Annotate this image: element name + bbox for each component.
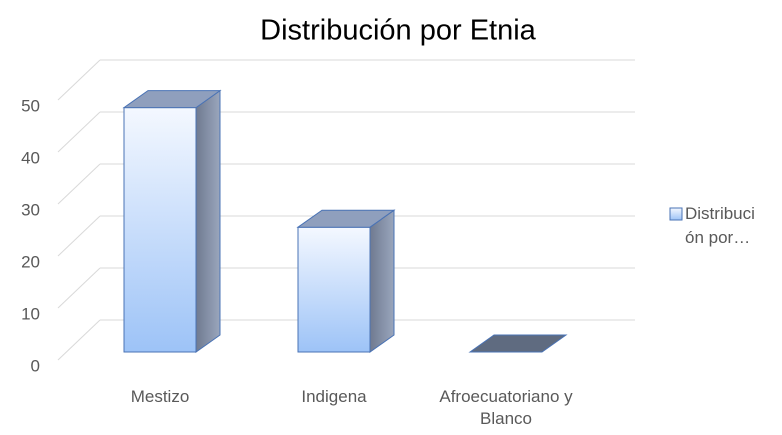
bar-top — [468, 334, 568, 353]
y-tick-label: 50 — [21, 96, 40, 115]
bar-top — [296, 209, 396, 228]
y-tick-label: 40 — [21, 148, 40, 167]
bar-side — [195, 89, 221, 353]
grid-line — [57, 111, 101, 153]
grid-line — [57, 163, 101, 205]
bar-front — [297, 226, 371, 353]
grid-line — [57, 319, 101, 361]
legend-label: Distribución por… — [685, 204, 755, 247]
y-tick-label: 10 — [21, 304, 40, 323]
bar-side — [369, 209, 395, 353]
chart-title: Distribución por Etnia — [260, 15, 536, 47]
y-tick-label: 30 — [21, 200, 40, 219]
bar-top — [122, 90, 222, 109]
y-tick-label: 20 — [21, 252, 40, 271]
x-tick-label: Afroecuatoriano y Blanco — [439, 387, 573, 428]
bar-front — [123, 107, 197, 353]
bar — [296, 209, 396, 353]
x-tick-label: Mestizo — [130, 387, 190, 406]
bar — [468, 334, 568, 353]
grid-line — [57, 267, 101, 309]
y-tick-label: 0 — [31, 356, 40, 375]
legend-swatch — [669, 207, 683, 221]
grid-line — [57, 59, 101, 101]
grid-line — [57, 215, 101, 257]
bar — [122, 89, 222, 353]
x-tick-label: Indigena — [301, 387, 367, 406]
